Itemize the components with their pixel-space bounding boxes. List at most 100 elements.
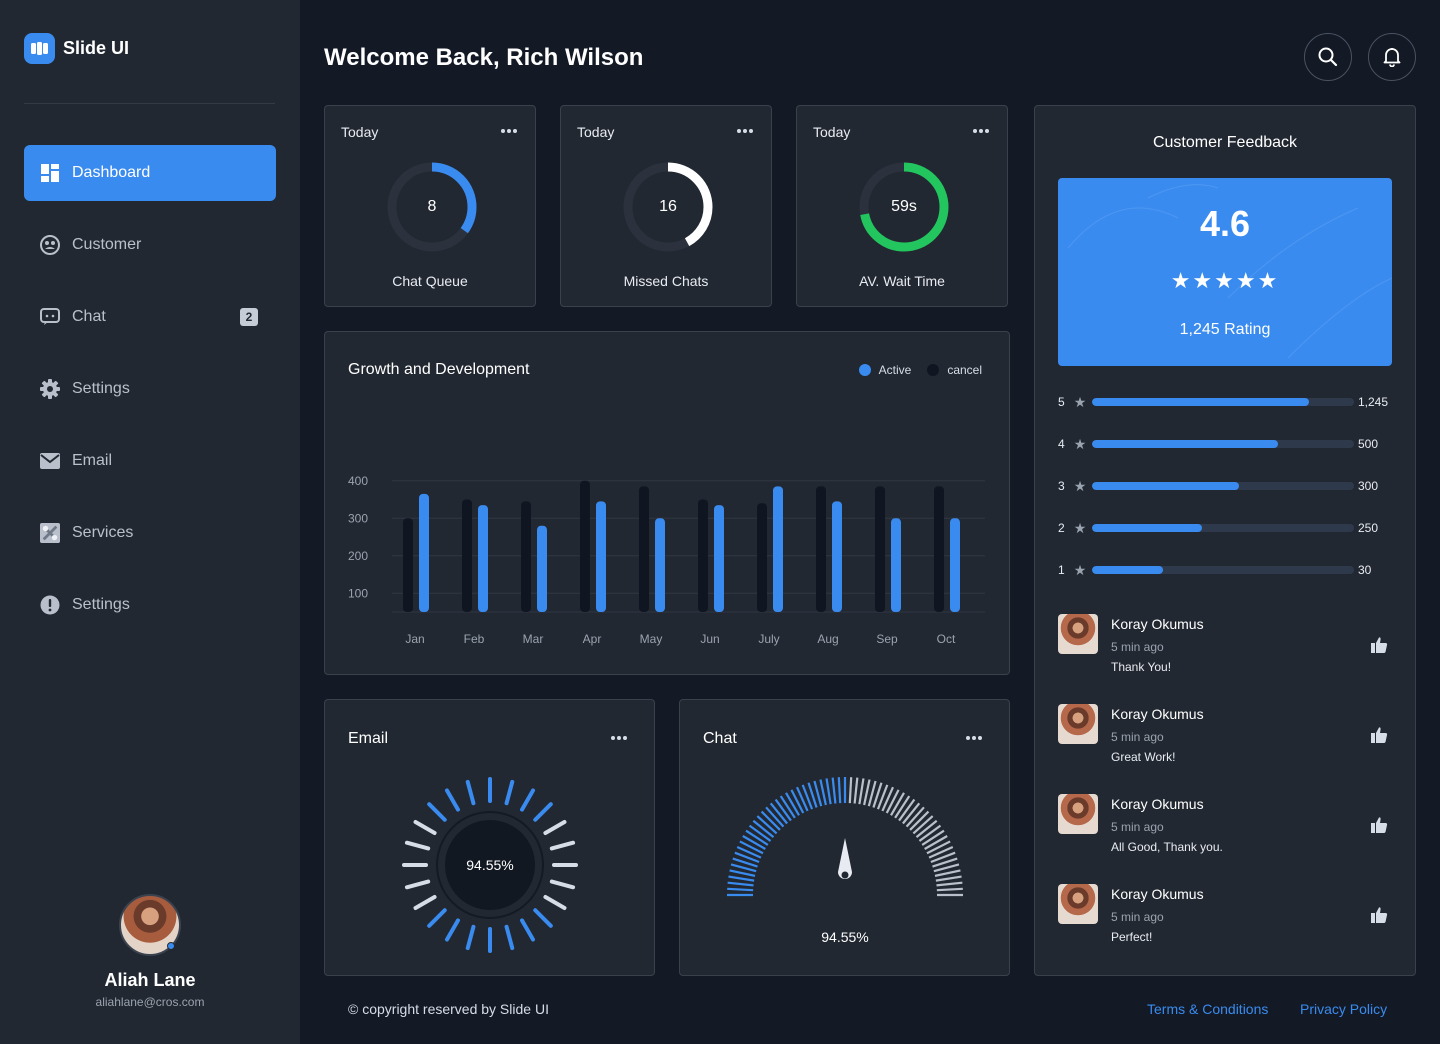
gauge-tick bbox=[867, 780, 877, 807]
x-tick-label: Feb bbox=[464, 632, 485, 646]
x-tick-label: Sep bbox=[876, 632, 898, 646]
sidebar-item-chat[interactable]: Chat 2 bbox=[24, 289, 276, 345]
stat-card-missed-chats: Today 16 Missed Chats bbox=[560, 105, 772, 307]
rating-bar-fill bbox=[1092, 398, 1310, 406]
gauge-tick bbox=[894, 795, 911, 819]
review-text: Great Work! bbox=[1111, 750, 1176, 764]
page-title: Welcome Back, Rich Wilson bbox=[324, 44, 644, 71]
gauge-tick bbox=[727, 881, 754, 887]
gauge-tick bbox=[930, 851, 956, 864]
review-text: All Good, Thank you. bbox=[1111, 840, 1223, 854]
avatar[interactable] bbox=[119, 894, 181, 956]
services-icon bbox=[40, 523, 60, 543]
star-icon: ★ bbox=[1073, 519, 1087, 536]
gauge-tick bbox=[729, 869, 756, 877]
stat-caption: AV. Wait Time bbox=[859, 273, 945, 289]
more-options-icon[interactable] bbox=[973, 129, 989, 133]
x-tick-label: Jun bbox=[700, 632, 719, 646]
dashboard-icon bbox=[40, 163, 60, 183]
rating-count-value: 1,245 bbox=[1358, 395, 1389, 409]
gauge-tick bbox=[936, 881, 963, 887]
notifications-button[interactable] bbox=[1368, 33, 1416, 81]
gauge-tick bbox=[543, 820, 567, 835]
avatar[interactable] bbox=[1058, 884, 1098, 924]
sidebar-item-services[interactable]: Services bbox=[24, 505, 276, 561]
rating-bar-track bbox=[1092, 482, 1354, 490]
avatar[interactable] bbox=[1058, 704, 1098, 744]
sidebar-item-customer[interactable]: Customer bbox=[24, 217, 276, 273]
bar-cancel-mar bbox=[521, 501, 531, 612]
reviewer-name: Koray Okumus bbox=[1111, 796, 1204, 812]
gauge-tick bbox=[932, 857, 958, 868]
chat-icon bbox=[40, 307, 60, 327]
bar-active-aug bbox=[832, 501, 842, 612]
review-item: Koray Okumus 5 min ago Thank You! bbox=[1058, 614, 1398, 686]
progress-ring bbox=[859, 162, 949, 252]
more-options-icon[interactable] bbox=[611, 736, 627, 740]
more-options-icon[interactable] bbox=[966, 736, 982, 740]
terms-link[interactable]: Terms & Conditions bbox=[1147, 1001, 1269, 1017]
legend-item-cancel[interactable]: cancel bbox=[927, 363, 982, 377]
sidebar-item-settings-2[interactable]: Settings bbox=[24, 577, 276, 633]
thumbs-up-icon[interactable] bbox=[1370, 816, 1388, 834]
sidebar-item-label: Settings bbox=[72, 380, 130, 397]
bar-cancel-jun bbox=[698, 499, 708, 612]
sidebar-item-label: Settings bbox=[72, 596, 130, 613]
chart-title: Growth and Development bbox=[348, 361, 530, 378]
bar-cancel-jan bbox=[403, 518, 413, 612]
thumbs-up-icon[interactable] bbox=[1370, 726, 1388, 744]
rating-bar-fill bbox=[1092, 524, 1203, 532]
bar-cancel-july bbox=[757, 503, 767, 612]
rating-bar-fill bbox=[1092, 440, 1279, 448]
sidebar-item-settings[interactable]: Settings bbox=[24, 361, 276, 417]
progress-ring-fill bbox=[387, 162, 477, 252]
stat-card-wait-time: Today 59s AV. Wait Time bbox=[796, 105, 1008, 307]
review-text: Perfect! bbox=[1111, 930, 1153, 944]
gauge-tick bbox=[465, 924, 476, 951]
gauge-tick bbox=[504, 779, 515, 806]
thumbs-up-icon[interactable] bbox=[1370, 906, 1388, 924]
more-options-icon[interactable] bbox=[737, 129, 753, 133]
review-item: Koray Okumus 5 min ago All Good, Thank y… bbox=[1058, 794, 1398, 866]
brand[interactable]: Slide UI bbox=[24, 33, 129, 64]
rating-count-value: 250 bbox=[1358, 521, 1379, 535]
gauge-tick bbox=[921, 829, 945, 846]
star-icon: ★ bbox=[1073, 477, 1087, 494]
user-profile[interactable]: Aliah Lane aliahlane@cros.com bbox=[0, 894, 300, 1009]
gauge-tick bbox=[863, 779, 871, 806]
average-rating: 4.6 bbox=[1199, 203, 1251, 244]
gauge-tick bbox=[533, 802, 553, 822]
email-icon bbox=[40, 451, 60, 471]
avatar[interactable] bbox=[1058, 794, 1098, 834]
bar-active-may bbox=[655, 518, 665, 612]
bar-cancel-feb bbox=[462, 499, 472, 612]
gauge-tick bbox=[736, 846, 762, 859]
x-tick-label: May bbox=[640, 632, 663, 646]
thumbs-up-icon[interactable] bbox=[1370, 636, 1388, 654]
gauge-tick bbox=[730, 863, 757, 873]
legend-label: cancel bbox=[947, 363, 982, 377]
rating-count-value: 300 bbox=[1358, 479, 1379, 493]
sidebar-item-label: Customer bbox=[72, 236, 142, 253]
legend-swatch bbox=[858, 364, 871, 376]
gauge-tick bbox=[543, 895, 567, 910]
privacy-link[interactable]: Privacy Policy bbox=[1300, 1001, 1388, 1017]
gauge-tick bbox=[465, 779, 476, 806]
sidebar-item-email[interactable]: Email bbox=[24, 433, 276, 489]
avatar[interactable] bbox=[1058, 614, 1098, 654]
search-button[interactable] bbox=[1304, 33, 1352, 81]
email-card: Email 94.55% bbox=[324, 699, 655, 976]
gauge-tick bbox=[504, 924, 515, 951]
bar-active-sep bbox=[891, 518, 901, 612]
sidebar-item-dashboard[interactable]: Dashboard bbox=[24, 145, 276, 201]
growth-chart-card: Growth and Development Active cancel 100… bbox=[324, 331, 1010, 675]
more-options-icon[interactable] bbox=[501, 129, 517, 133]
bar-cancel-sep bbox=[875, 486, 885, 612]
online-status-dot bbox=[167, 942, 175, 950]
gauge-tick bbox=[728, 875, 755, 882]
progress-ring-fill bbox=[859, 162, 949, 252]
legend-item-active[interactable]: Active bbox=[858, 363, 911, 377]
review-time: 5 min ago bbox=[1111, 910, 1164, 924]
gauge-tick bbox=[928, 846, 954, 859]
brand-logo-icon bbox=[24, 33, 55, 64]
